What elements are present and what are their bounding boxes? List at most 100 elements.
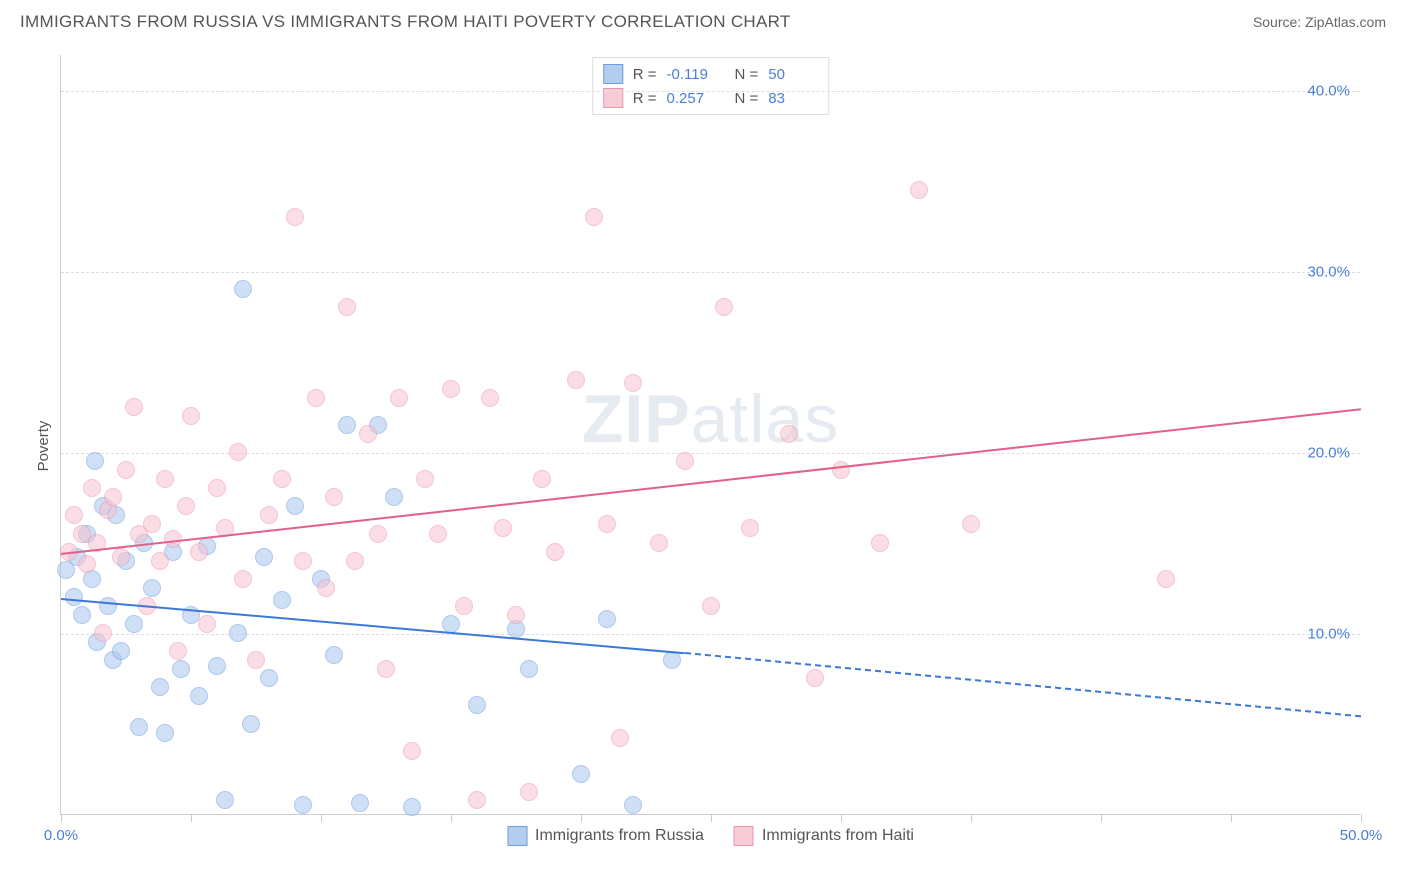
x-tick-label: 50.0%	[1340, 827, 1383, 844]
data-point	[229, 443, 247, 461]
data-point	[325, 488, 343, 506]
data-point	[104, 488, 122, 506]
data-point	[83, 479, 101, 497]
data-point	[455, 597, 473, 615]
series-legend: Immigrants from Russia Immigrants from Ha…	[507, 826, 914, 846]
legend-item: Immigrants from Haiti	[734, 826, 914, 846]
gridline	[61, 91, 1360, 92]
x-tick-label: 0.0%	[44, 827, 78, 844]
data-point	[307, 389, 325, 407]
data-point	[338, 298, 356, 316]
data-point	[338, 416, 356, 434]
data-point	[260, 669, 278, 687]
data-point	[182, 407, 200, 425]
legend-label: Immigrants from Russia	[535, 827, 704, 845]
data-point	[546, 543, 564, 561]
data-point	[1157, 570, 1175, 588]
data-point	[317, 579, 335, 597]
data-point	[385, 488, 403, 506]
data-point	[294, 552, 312, 570]
chart-title: IMMIGRANTS FROM RUSSIA VS IMMIGRANTS FRO…	[20, 12, 791, 32]
data-point	[65, 506, 83, 524]
x-tick	[451, 814, 452, 822]
y-tick-label: 20.0%	[1307, 445, 1350, 462]
data-point	[871, 534, 889, 552]
legend-label: Immigrants from Haiti	[762, 827, 914, 845]
r-label: R =	[633, 66, 657, 83]
data-point	[442, 615, 460, 633]
data-point	[390, 389, 408, 407]
data-point	[94, 624, 112, 642]
data-point	[99, 597, 117, 615]
data-point	[151, 552, 169, 570]
x-tick	[841, 814, 842, 822]
data-point	[494, 519, 512, 537]
data-point	[234, 570, 252, 588]
data-point	[369, 525, 387, 543]
data-point	[294, 796, 312, 814]
y-axis-label: Poverty	[35, 421, 52, 472]
data-point	[910, 181, 928, 199]
legend-swatch	[734, 826, 754, 846]
data-point	[403, 798, 421, 816]
chart-source: Source: ZipAtlas.com	[1253, 14, 1386, 30]
data-point	[533, 470, 551, 488]
gridline	[61, 272, 1360, 273]
data-point	[624, 796, 642, 814]
data-point	[351, 794, 369, 812]
data-point	[190, 687, 208, 705]
data-point	[86, 452, 104, 470]
data-point	[346, 552, 364, 570]
data-point	[520, 660, 538, 678]
legend-swatch	[603, 64, 623, 84]
data-point	[624, 374, 642, 392]
data-point	[468, 696, 486, 714]
data-point	[151, 678, 169, 696]
data-point	[325, 646, 343, 664]
data-point	[172, 660, 190, 678]
data-point	[429, 525, 447, 543]
data-point	[229, 624, 247, 642]
x-tick	[1361, 814, 1362, 822]
legend-stat-row: R =0.257N =83	[603, 86, 819, 110]
data-point	[73, 606, 91, 624]
x-tick	[711, 814, 712, 822]
gridline	[61, 453, 1360, 454]
correlation-legend: R =-0.119N =50R =0.257N =83	[592, 57, 830, 115]
legend-stat-row: R =-0.119N =50	[603, 62, 819, 86]
data-point	[247, 651, 265, 669]
data-point	[598, 610, 616, 628]
data-point	[377, 660, 395, 678]
watermark: ZIPatlas	[582, 380, 839, 458]
data-point	[273, 470, 291, 488]
data-point	[286, 497, 304, 515]
trend-line	[685, 652, 1361, 717]
trend-line	[61, 598, 685, 654]
x-tick	[1231, 814, 1232, 822]
y-tick-label: 10.0%	[1307, 626, 1350, 643]
data-point	[260, 506, 278, 524]
data-point	[78, 555, 96, 573]
data-point	[156, 724, 174, 742]
n-label: N =	[735, 66, 759, 83]
data-point	[125, 398, 143, 416]
legend-item: Immigrants from Russia	[507, 826, 704, 846]
data-point	[741, 519, 759, 537]
data-point	[598, 515, 616, 533]
data-point	[156, 470, 174, 488]
data-point	[125, 615, 143, 633]
data-point	[208, 479, 226, 497]
data-point	[676, 452, 694, 470]
data-point	[585, 208, 603, 226]
y-tick-label: 40.0%	[1307, 83, 1350, 100]
data-point	[442, 380, 460, 398]
data-point	[663, 651, 681, 669]
data-point	[177, 497, 195, 515]
data-point	[198, 615, 216, 633]
x-tick	[1101, 814, 1102, 822]
chart-header: IMMIGRANTS FROM RUSSIA VS IMMIGRANTS FRO…	[0, 0, 1406, 40]
x-tick	[61, 814, 62, 822]
data-point	[468, 791, 486, 809]
y-tick-label: 30.0%	[1307, 264, 1350, 281]
data-point	[112, 642, 130, 660]
